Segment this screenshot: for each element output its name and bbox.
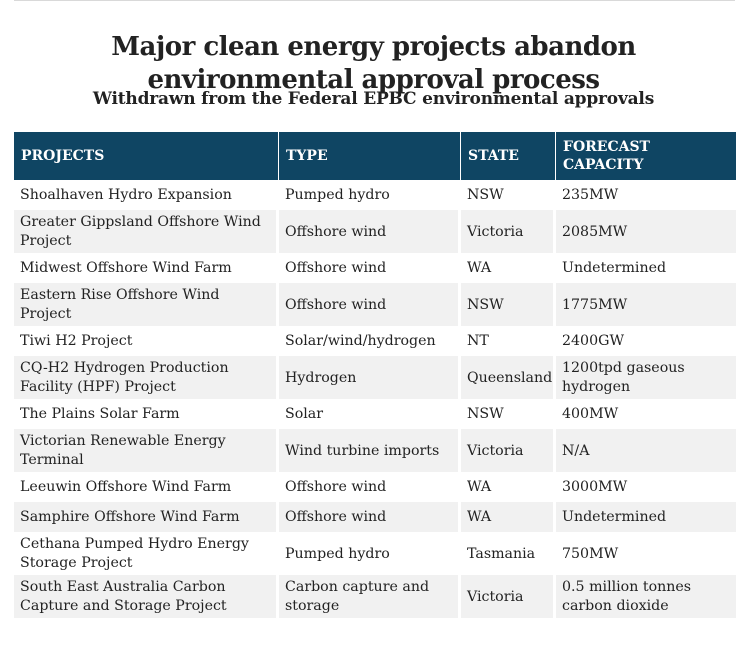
cell-project: Greater Gippsland Offshore Wind Project xyxy=(14,210,279,253)
cell-capacity: 0.5 million tonnes carbon dioxide xyxy=(556,575,736,618)
cell-capacity: 400MW xyxy=(556,399,736,429)
cell-capacity: 750MW xyxy=(556,532,736,575)
cell-state: WA xyxy=(461,253,556,283)
cell-state: WA xyxy=(461,502,556,532)
table-row: Leeuwin Offshore Wind Farm Offshore wind… xyxy=(14,472,736,502)
cell-project: CQ-H2 Hydrogen Production Facility (HPF)… xyxy=(14,356,279,399)
table-row: Shoalhaven Hydro Expansion Pumped hydro … xyxy=(14,180,736,210)
table-row: Midwest Offshore Wind Farm Offshore wind… xyxy=(14,253,736,283)
cell-type: Hydrogen xyxy=(279,356,461,399)
table-row: South East Australia Carbon Capture and … xyxy=(14,575,736,618)
cell-type: Offshore wind xyxy=(279,253,461,283)
header-projects: PROJECTS xyxy=(14,132,279,180)
cell-project: Victorian Renewable Energy Terminal xyxy=(14,429,279,472)
page-subtitle: Withdrawn from the Federal EPBC environm… xyxy=(92,89,655,109)
cell-capacity: 1200tpd gaseous hydrogen xyxy=(556,356,736,399)
cell-project: Shoalhaven Hydro Expansion xyxy=(14,180,279,210)
title-line-1: Major clean energy projects abandon xyxy=(111,32,636,63)
table-row: CQ-H2 Hydrogen Production Facility (HPF)… xyxy=(14,356,736,399)
cell-state: Tasmania xyxy=(461,532,556,575)
cell-capacity: 2085MW xyxy=(556,210,736,253)
cell-type: Solar/wind/hydrogen xyxy=(279,326,461,356)
cell-project: Samphire Offshore Wind Farm xyxy=(14,502,279,532)
cell-state: Queensland xyxy=(461,356,556,399)
table-row: Tiwi H2 Project Solar/wind/hydrogen NT 2… xyxy=(14,326,736,356)
cell-capacity: Undetermined xyxy=(556,502,736,532)
header-forecast-capacity: FORECAST CAPACITY xyxy=(556,132,736,180)
cell-state: NSW xyxy=(461,399,556,429)
cell-type: Pumped hydro xyxy=(279,532,461,575)
cell-capacity: 235MW xyxy=(556,180,736,210)
cell-type: Offshore wind xyxy=(279,472,461,502)
cell-capacity: 2400GW xyxy=(556,326,736,356)
cell-state: WA xyxy=(461,472,556,502)
table-row: Eastern Rise Offshore Wind Project Offsh… xyxy=(14,283,736,326)
table-row: Victorian Renewable Energy Terminal Wind… xyxy=(14,429,736,472)
cell-type: Offshore wind xyxy=(279,210,461,253)
header-type: TYPE xyxy=(279,132,461,180)
cell-type: Solar xyxy=(279,399,461,429)
cell-capacity: 1775MW xyxy=(556,283,736,326)
cell-project: Leeuwin Offshore Wind Farm xyxy=(14,472,279,502)
table-row: Samphire Offshore Wind Farm Offshore win… xyxy=(14,502,736,532)
cell-capacity: Undetermined xyxy=(556,253,736,283)
cell-project: Tiwi H2 Project xyxy=(14,326,279,356)
cell-state: Victoria xyxy=(461,210,556,253)
table-header-row: PROJECTS TYPE STATE FORECAST CAPACITY xyxy=(14,132,736,180)
table-row: Greater Gippsland Offshore Wind Project … xyxy=(14,210,736,253)
cell-project: Cethana Pumped Hydro Energy Storage Proj… xyxy=(14,532,279,575)
title-line-2: environmental approval process xyxy=(147,65,600,96)
table-row: Cethana Pumped Hydro Energy Storage Proj… xyxy=(14,532,736,575)
cell-type: Offshore wind xyxy=(279,283,461,326)
projects-table: PROJECTS TYPE STATE FORECAST CAPACITY Sh… xyxy=(14,132,736,618)
top-rule xyxy=(14,0,735,1)
cell-project: The Plains Solar Farm xyxy=(14,399,279,429)
cell-state: Victoria xyxy=(461,575,556,618)
cell-state: NSW xyxy=(461,180,556,210)
cell-capacity: N/A xyxy=(556,429,736,472)
header-state: STATE xyxy=(461,132,556,180)
cell-type: Pumped hydro xyxy=(279,180,461,210)
cell-type: Carbon capture and storage xyxy=(279,575,461,618)
cell-state: Victoria xyxy=(461,429,556,472)
cell-capacity: 3000MW xyxy=(556,472,736,502)
cell-type: Wind turbine imports xyxy=(279,429,461,472)
cell-project: Eastern Rise Offshore Wind Project xyxy=(14,283,279,326)
cell-type: Offshore wind xyxy=(279,502,461,532)
cell-state: NT xyxy=(461,326,556,356)
cell-project: Midwest Offshore Wind Farm xyxy=(14,253,279,283)
cell-state: NSW xyxy=(461,283,556,326)
cell-project: South East Australia Carbon Capture and … xyxy=(14,575,279,618)
table-row: The Plains Solar Farm Solar NSW 400MW xyxy=(14,399,736,429)
page-title: Major clean energy projects abandon envi… xyxy=(0,31,747,97)
